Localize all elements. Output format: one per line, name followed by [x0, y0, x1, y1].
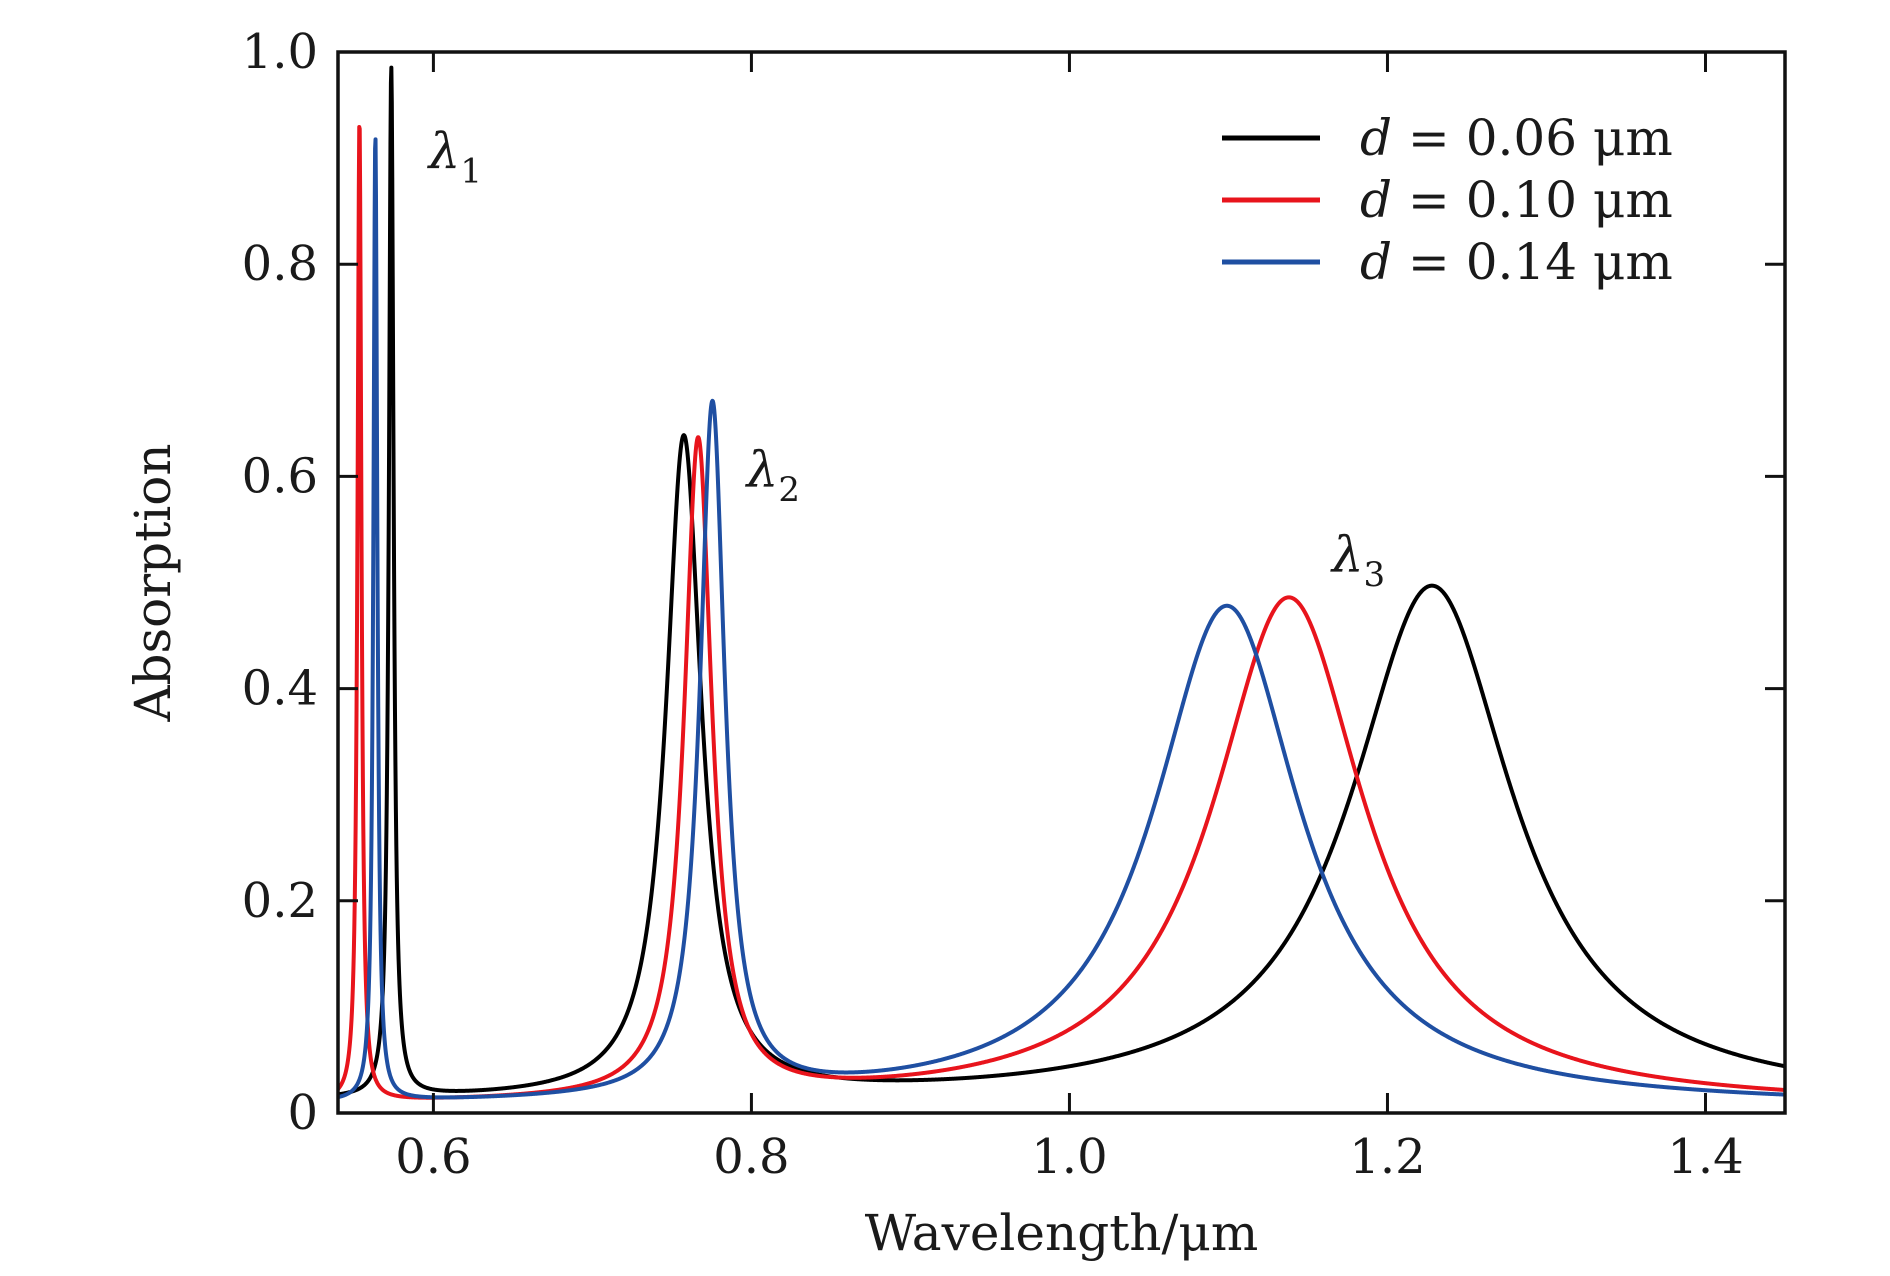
peak-annotations: λ1 λ2 λ3: [427, 123, 1386, 595]
x-tick-label: 1.2: [1349, 1129, 1425, 1185]
series-lines: [336, 65, 1787, 1100]
x-tick-label: 1.0: [1031, 1129, 1107, 1185]
y-tick-label: 0.8: [242, 236, 318, 292]
series-line: [336, 125, 1787, 1100]
y-tick-label: 0.2: [242, 873, 318, 929]
x-tick-label: 0.6: [395, 1129, 471, 1185]
y-tick-label: 0.6: [242, 448, 318, 504]
legend: d = 0.06 μmd = 0.10 μmd = 0.14 μm: [1222, 109, 1673, 291]
y-tick-label: 1.0: [242, 24, 318, 80]
y-tick-label: 0: [287, 1085, 318, 1141]
series-line: [336, 137, 1787, 1100]
legend-entry: d = 0.06 μm: [1360, 109, 1673, 167]
y-axis-title: Absorption: [124, 443, 182, 722]
y-axis: 0 0.2 0.4 0.6 0.8 1.0: [242, 24, 1785, 1141]
y-tick-label: 0.4: [242, 661, 318, 717]
peak-label: λ3: [1330, 526, 1385, 595]
legend-entry: d = 0.10 μm: [1360, 171, 1673, 229]
x-tick-label: 0.8: [713, 1129, 789, 1185]
peak-label: λ2: [745, 441, 800, 510]
peak-label: λ1: [427, 123, 482, 192]
plot-frame: [336, 50, 1787, 1115]
x-tick-label: 1.4: [1667, 1129, 1743, 1185]
x-axis-title: Wavelength/μm: [865, 1204, 1259, 1262]
x-axis: 0.6 0.8 1.0 1.2 1.4: [395, 52, 1744, 1185]
legend-entry: d = 0.14 μm: [1360, 233, 1673, 291]
series-line: [336, 65, 1787, 1097]
